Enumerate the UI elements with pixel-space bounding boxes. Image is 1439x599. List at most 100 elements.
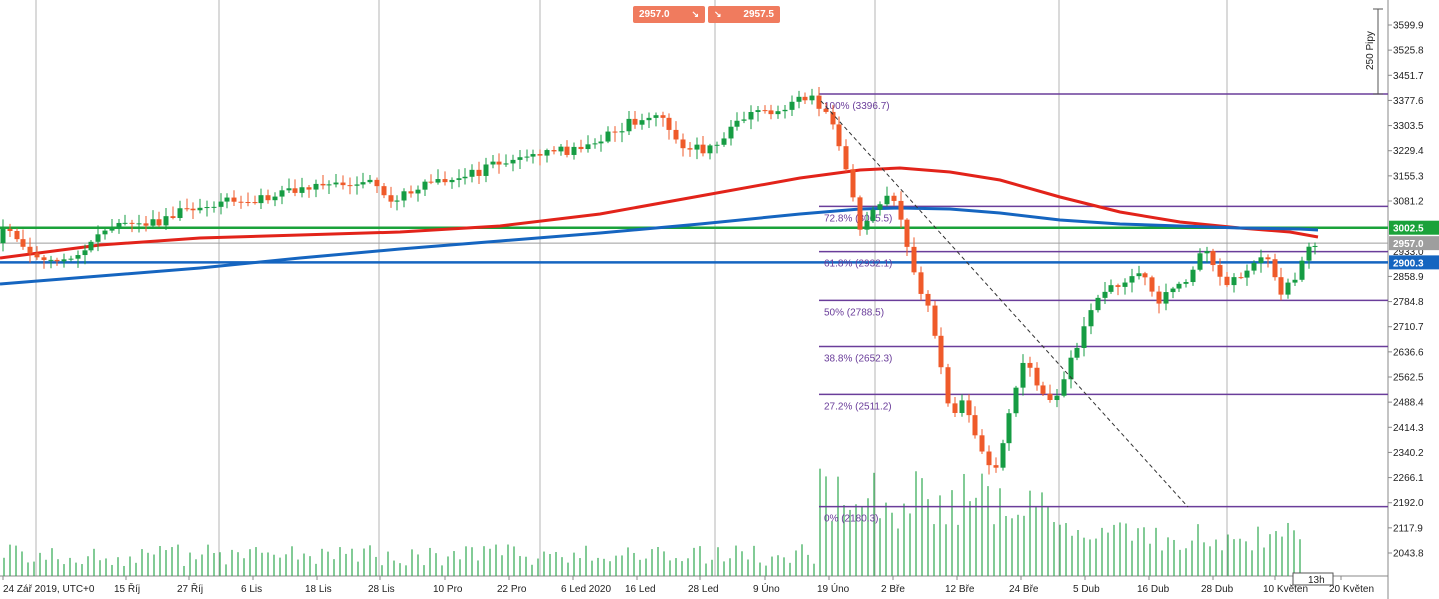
candle-up: [626, 118, 632, 132]
timer-label: 13h: [1308, 575, 1325, 586]
time-tick-label: 28 Dub: [1201, 584, 1234, 595]
candle-up: [1006, 413, 1012, 444]
price-tick-label: 2117.9: [1393, 523, 1423, 534]
fib-level-label: 100% (3396.7): [824, 101, 890, 112]
candle-down: [1224, 276, 1230, 286]
candle-down: [551, 150, 557, 152]
candle-down: [612, 131, 618, 133]
candle-up: [1190, 269, 1196, 283]
time-tick-label: 9 Úno: [753, 582, 780, 595]
moving-average-slow-line: [0, 206, 1319, 286]
candle-down: [7, 228, 13, 231]
time-tick-label: 28 Lis: [368, 584, 395, 595]
candle-down: [1047, 393, 1053, 401]
candle-up: [870, 209, 876, 221]
candle-up: [1095, 297, 1101, 311]
candle-down: [700, 144, 706, 154]
candle-up: [734, 120, 740, 127]
candle-up: [272, 196, 278, 201]
candle-down: [374, 179, 380, 187]
price-tick-label: 2710.7: [1393, 322, 1424, 333]
candle-up: [1299, 260, 1305, 280]
price-tick-label: 3303.5: [1393, 121, 1424, 132]
fibonacci-retracement[interactable]: 100% (3396.7)72.8% (3065.5)61.8% (2932.1…: [819, 93, 1388, 525]
candle-down: [836, 124, 842, 147]
candle-up: [864, 220, 870, 230]
time-tick-label: 28 Led: [688, 584, 719, 595]
candle-down: [388, 195, 394, 202]
candle-up: [163, 216, 169, 226]
price-tag-label: 2900.3: [1393, 258, 1424, 269]
candle-down: [632, 118, 638, 125]
time-tick-label: 27 Říj: [177, 582, 203, 595]
candle-up: [469, 169, 475, 177]
moving-average-fast-line: [0, 166, 1319, 260]
candle-up: [0, 228, 6, 244]
time-tick-label: 24 Zář 2019, UTC+0: [3, 584, 95, 595]
candle-down: [816, 95, 822, 109]
candle-up: [95, 234, 101, 242]
candle-down: [1040, 385, 1046, 394]
candle-down: [14, 230, 20, 240]
candle-up: [1231, 277, 1237, 286]
time-axis[interactable]: 24 Zář 2019, UTC+0 15 Říj 27 Říj 6 Lis 18 Li…: [2, 576, 1374, 595]
candle-up: [313, 183, 319, 190]
horizontal-lines[interactable]: [0, 226, 1388, 264]
fib-level-label: 61.8% (2932.1): [824, 259, 892, 270]
candle-down: [925, 293, 931, 306]
candle-up: [721, 138, 727, 145]
candle-up: [585, 144, 591, 150]
candle-up: [483, 164, 489, 176]
candle-up: [462, 176, 468, 179]
price-tick-label: 2340.2: [1393, 448, 1424, 459]
price-tag: [1389, 255, 1439, 270]
candle-down: [428, 181, 434, 183]
price-tick-label: 3081.2: [1393, 197, 1424, 208]
candle-down: [1272, 259, 1278, 278]
candle-down: [932, 305, 938, 336]
candle-up: [422, 181, 428, 190]
candle-up: [333, 182, 339, 185]
candle-up: [394, 200, 400, 202]
candle-down: [918, 272, 924, 294]
candle-up: [1251, 262, 1257, 271]
price-tick-label: 2784.8: [1393, 297, 1424, 308]
price-tick-label: 2192.0: [1393, 498, 1424, 509]
candle-down: [762, 110, 768, 112]
candle-up: [150, 219, 156, 226]
buy-button[interactable]: ↘ 2957.5: [708, 6, 780, 23]
time-tick-label: 22 Pro: [497, 584, 527, 595]
candle-down: [830, 111, 836, 125]
candle-down: [952, 403, 958, 413]
moving-averages: [0, 166, 1319, 286]
range-ruler: 250 Pipy: [1365, 8, 1383, 95]
candle-up: [592, 143, 598, 145]
time-tick-label: 12 Bře: [945, 584, 975, 595]
candle-up: [490, 161, 496, 165]
candle-up: [694, 144, 700, 150]
price-axis[interactable]: 3599.9 3525.8 3451.7 3377.6 3303.5 3229.4 3155…: [1388, 21, 1439, 560]
candle-down: [1149, 277, 1155, 292]
candle-up: [1170, 288, 1176, 293]
candle-up: [809, 95, 815, 101]
candle-down: [265, 195, 271, 201]
candle-down: [381, 186, 387, 196]
candle-up: [360, 182, 366, 185]
candle-down: [442, 179, 448, 183]
candle-down: [238, 201, 244, 203]
trend-line[interactable]: [820, 100, 1189, 508]
sell-button[interactable]: 2957.0 ↘: [633, 6, 705, 23]
candle-down: [904, 219, 910, 247]
price-tag: [1389, 220, 1439, 235]
candle-up: [775, 111, 781, 115]
candle-up: [218, 201, 224, 207]
candle-up: [211, 206, 217, 208]
candle-up: [122, 222, 128, 224]
candle-up: [109, 228, 115, 231]
candle-down: [1217, 265, 1223, 277]
candle-up: [1129, 276, 1135, 283]
price-tick-label: 2636.6: [1393, 347, 1424, 358]
candle-up: [456, 178, 462, 180]
candle-up: [435, 179, 441, 183]
